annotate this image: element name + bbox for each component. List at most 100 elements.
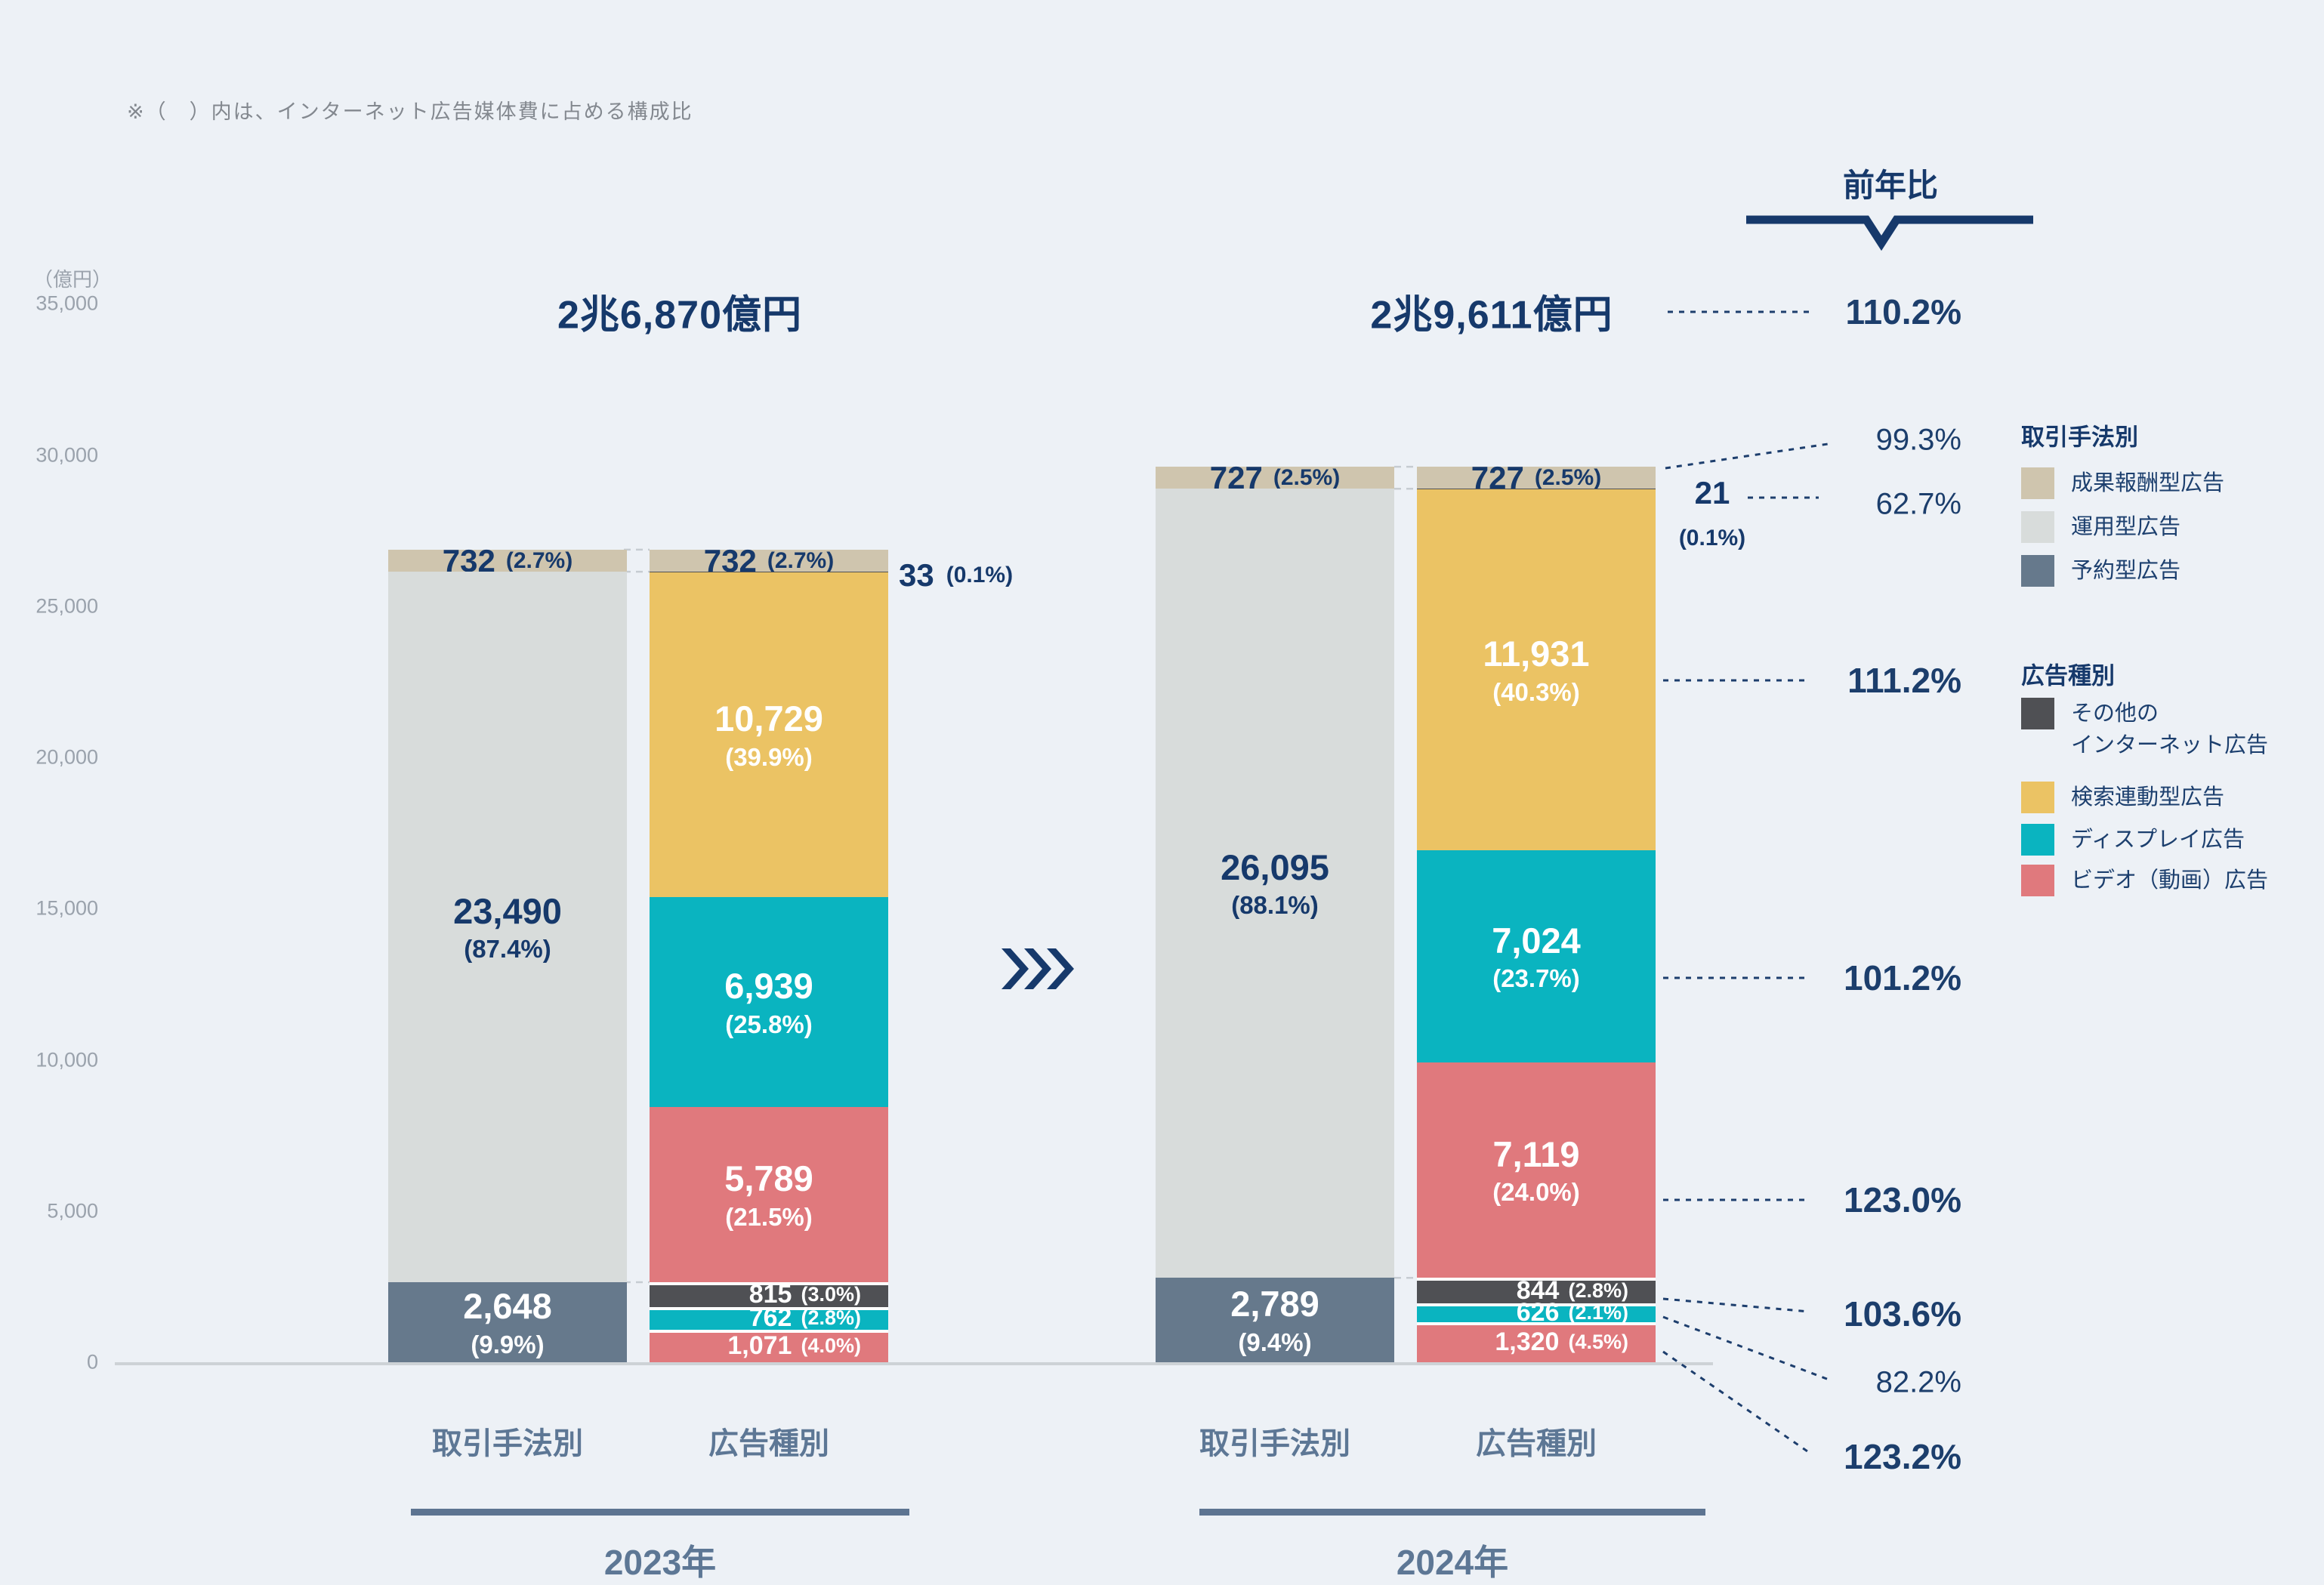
segment-value-label: 7,024 (23.7%) <box>1417 850 1656 1062</box>
segment-value: 23,490 <box>453 890 562 931</box>
bar-segment <box>1417 1278 1656 1304</box>
segment-value-label: 5,789 (21.5%) <box>650 1107 888 1282</box>
segment-percent: (87.4%) <box>464 935 551 964</box>
segment-value-label: 727 (2.5%) <box>1156 460 1394 495</box>
segment-value: 815 <box>748 1279 792 1309</box>
segment-value-label: 6,939 (25.8%) <box>650 897 888 1107</box>
segment-value: 6,939 <box>724 966 813 1007</box>
segment-percent: (25.8%) <box>725 1010 813 1038</box>
y-axis-tick-label: 25,000 <box>35 594 98 618</box>
segment-value: 844 <box>1516 1275 1560 1305</box>
yoy-leader-line <box>1662 1350 1810 1454</box>
segment-percent: (0.1%) <box>946 563 1014 587</box>
segment-value-label: 1,320 (4.5%) <box>1417 1322 1656 1362</box>
bar-segment <box>650 1330 888 1362</box>
legend-item-label: 検索連動型広告 <box>2071 785 2225 809</box>
segment-value: 7,024 <box>1492 920 1581 961</box>
bar-segment <box>1417 850 1656 1063</box>
segment-value: 11,931 <box>1483 633 1590 674</box>
segment-percent: (4.0%) <box>801 1334 861 1358</box>
column-label: 取引手法別 <box>1199 1427 1350 1460</box>
segment-percent: (2.5%) <box>1534 464 1602 490</box>
segment-value: 626 <box>1516 1298 1560 1328</box>
segment-value: 1,071 <box>727 1331 792 1361</box>
legend-item-label: ディスプレイ広告 <box>2071 827 2245 852</box>
bar-segment <box>1156 489 1394 1278</box>
segment-value: 1,320 <box>1495 1328 1560 1357</box>
legend-item-label: ビデオ（動画）広告 <box>2071 868 2269 893</box>
yoy-header: 前年比 <box>1842 168 1938 203</box>
y-axis-tick-label: 0 <box>86 1350 98 1374</box>
bar-segment <box>1156 467 1394 489</box>
segment-value: 5,789 <box>724 1158 813 1199</box>
segment-percent: (2.1%) <box>1568 1301 1628 1324</box>
triple-chevron-icon <box>1002 948 1074 989</box>
bar-segment <box>1417 467 1656 489</box>
y-axis-tick-label: 5,000 <box>47 1199 98 1223</box>
segment-percent: (4.5%) <box>1568 1331 1628 1354</box>
yoy-percent-kensaku: 111.2% <box>1847 661 1961 700</box>
segment-percent: (9.9%) <box>471 1330 545 1358</box>
y-axis-unit-label: （億円） <box>33 268 113 291</box>
segment-value-label: 727 (2.5%) <box>1417 460 1656 495</box>
legend-swatch-slate <box>2021 555 2054 587</box>
external-segment-label: 33 (0.1%) <box>899 557 1013 594</box>
bar-segment <box>1417 1322 1656 1363</box>
y-axis-tick-label: 35,000 <box>35 291 98 315</box>
segment-percent: (39.9%) <box>725 743 813 772</box>
legend-swatch-dark <box>2021 698 2054 729</box>
yoy-bracket <box>1746 215 2033 251</box>
bar-segment <box>1417 1062 1656 1278</box>
bar-segment <box>388 549 627 572</box>
yoy-percent-display: 101.2% <box>1843 958 1961 998</box>
column-label: 取引手法別 <box>432 1427 583 1460</box>
segment-value-label: 626 (2.1%) <box>1417 1298 1656 1327</box>
legend-swatch-red <box>2021 865 2054 896</box>
bar-segment <box>1417 489 1656 850</box>
segment-percent: (3.0%) <box>801 1282 861 1306</box>
bar-gap-connectors <box>624 465 1417 1284</box>
y-axis-tick-label: 10,000 <box>35 1048 98 1071</box>
segment-value-label: 815 (3.0%) <box>650 1279 888 1309</box>
yoy-percent-seika: 99.3% <box>1875 423 1961 457</box>
external-segment-label: 21 (0.1%) <box>1663 477 1761 551</box>
segment-value-label: 844 (2.8%) <box>1417 1275 1656 1305</box>
legend-item-label: 運用型広告 <box>2071 514 2181 539</box>
group-underline <box>411 1509 909 1516</box>
group-underline <box>1199 1509 1705 1516</box>
legend-swatch-gray <box>2021 511 2054 543</box>
yoy-percent-video_yoyaku: 123.2% <box>1843 1437 1961 1476</box>
segment-value: 10,729 <box>714 698 823 739</box>
bar-segment <box>650 572 888 898</box>
segment-value: 2,789 <box>1230 1284 1319 1324</box>
segment-value-label: 2,789 (9.4%) <box>1156 1278 1394 1362</box>
segment-value: 26,095 <box>1221 846 1329 887</box>
legend-swatch-teal <box>2021 824 2054 856</box>
segment-percent: (2.8%) <box>1568 1278 1628 1302</box>
legend-header: 広告種別 <box>2021 662 2115 689</box>
yoy-percent-sonota_unyo: 62.7% <box>1875 487 1961 521</box>
bar-segment <box>388 572 627 1282</box>
segment-value-label: 11,931 (40.3%) <box>1417 489 1656 850</box>
segment-value: 33 <box>899 557 934 593</box>
yoy-leader-line <box>1662 1315 1832 1382</box>
legend-swatch-yellow <box>2021 782 2054 813</box>
segment-percent: (2.7%) <box>767 547 835 573</box>
yoy-percent-display_yoyaku: 82.2% <box>1875 1365 1961 1399</box>
group-total-label: 2兆9,611億円 <box>1370 293 1613 338</box>
segment-value: 21 <box>1694 475 1730 510</box>
segment-value-label: 1,071 (4.0%) <box>650 1330 888 1362</box>
year-label: 2023年 <box>603 1543 717 1582</box>
bar-segment <box>650 549 888 572</box>
segment-value: 762 <box>748 1303 792 1333</box>
y-axis-tick-label: 20,000 <box>35 745 98 769</box>
segment-value: 2,648 <box>463 1285 552 1326</box>
segment-percent: (88.1%) <box>1231 891 1319 920</box>
segment-value-label: 26,095 (88.1%) <box>1156 489 1394 1278</box>
segment-value-label: 2,648 (9.9%) <box>388 1282 627 1362</box>
segment-percent: (40.3%) <box>1492 677 1580 706</box>
segment-percent: (21.5%) <box>725 1202 813 1231</box>
segment-percent: (2.5%) <box>1273 464 1341 490</box>
